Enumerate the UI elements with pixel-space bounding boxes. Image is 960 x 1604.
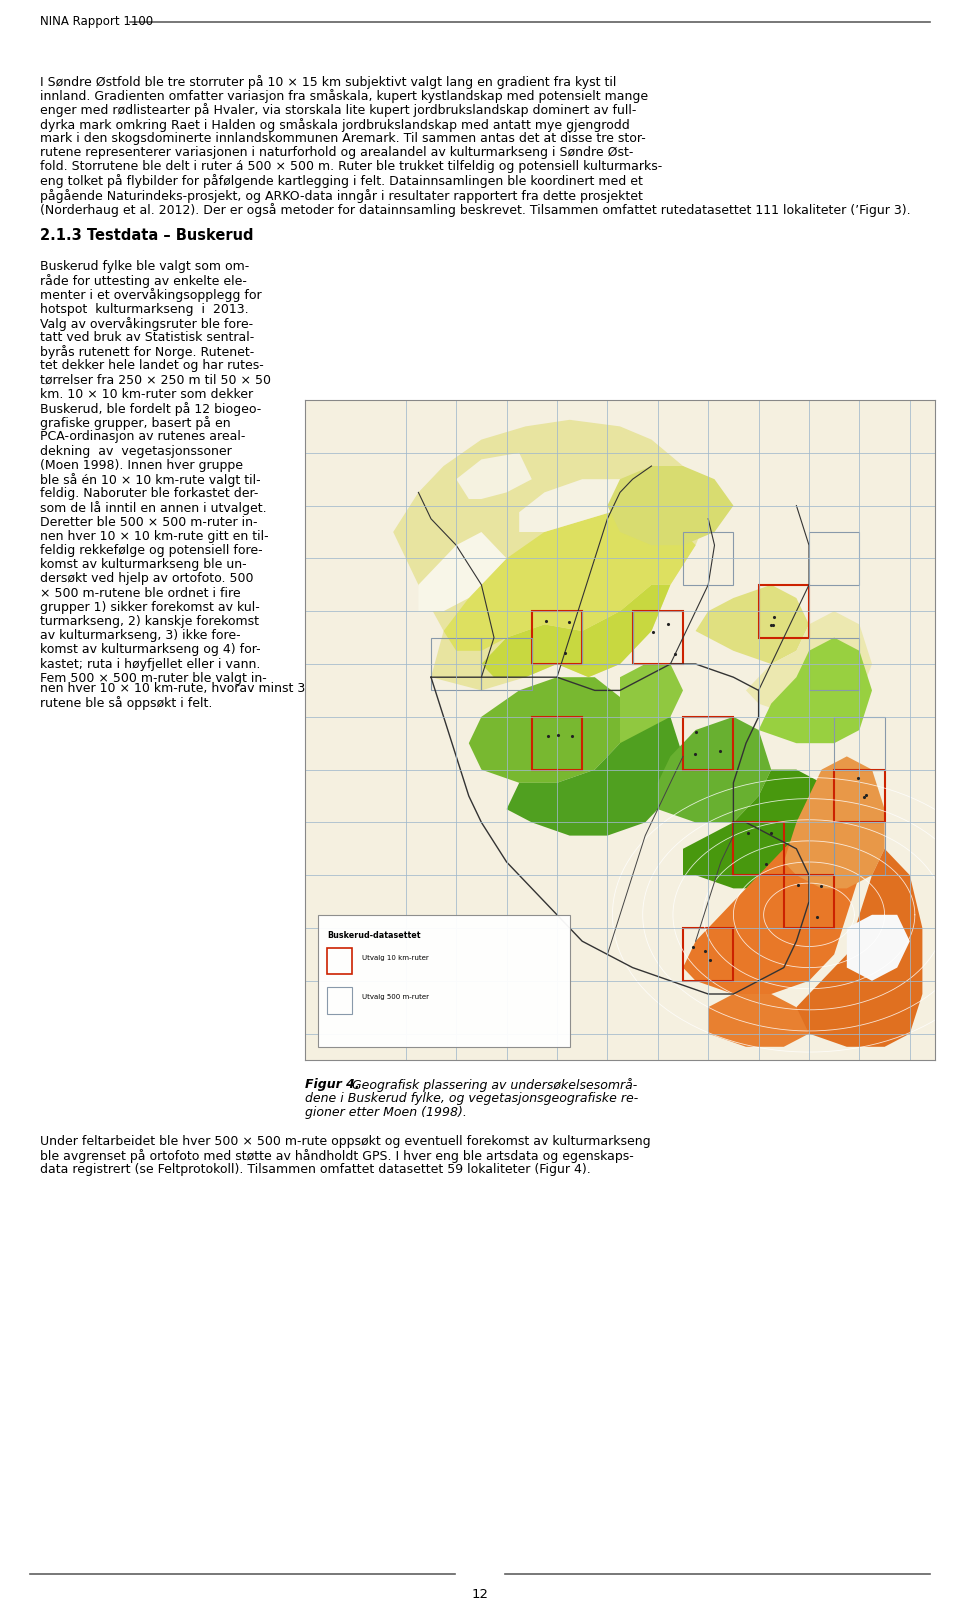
Polygon shape (519, 480, 652, 533)
Bar (683, 717, 733, 770)
Bar (834, 823, 884, 876)
Text: komst av kulturmarkseng og 4) for-: komst av kulturmarkseng og 4) for- (40, 643, 260, 656)
Polygon shape (847, 914, 910, 980)
Bar (481, 638, 532, 690)
Text: menter i et overvåkingsopplegg for: menter i et overvåkingsopplegg for (40, 289, 262, 303)
Polygon shape (797, 849, 923, 1047)
Text: dene i Buskerud fylke, og vegetasjonsgeografiske re-: dene i Buskerud fylke, og vegetasjonsgeo… (305, 1092, 638, 1105)
Polygon shape (758, 638, 872, 743)
Bar (758, 929, 809, 980)
Text: Fem 500 × 500 m-ruter ble valgt in-: Fem 500 × 500 m-ruter ble valgt in- (40, 672, 267, 685)
Text: (Norderhaug et al. 2012). Der er også metoder for datainnsamling beskrevet. Tils: (Norderhaug et al. 2012). Der er også me… (40, 202, 911, 217)
Text: ble så én 10 × 10 km-rute valgt til-: ble så én 10 × 10 km-rute valgt til- (40, 473, 260, 488)
Text: fold. Storrutene ble delt i ruter á 500 × 500 m. Ruter ble trukket tilfeldig og : fold. Storrutene ble delt i ruter á 500 … (40, 160, 662, 173)
Text: turmarkseng, 2) kanskje forekomst: turmarkseng, 2) kanskje forekomst (40, 614, 259, 629)
Polygon shape (456, 452, 532, 499)
Bar (683, 929, 733, 980)
Text: Utvalg 500 m-ruter: Utvalg 500 m-ruter (362, 994, 429, 1001)
Polygon shape (608, 467, 733, 545)
Text: mark i den skogsdominerte innlandskommunen Aremark. Til sammen antas det at diss: mark i den skogsdominerte innlandskommun… (40, 132, 646, 144)
Text: tørrelser fra 250 × 250 m til 50 × 50: tørrelser fra 250 × 250 m til 50 × 50 (40, 374, 271, 387)
Text: Buskerud-datasettet: Buskerud-datasettet (327, 932, 420, 940)
Bar (318, 914, 569, 1047)
Bar (532, 717, 582, 770)
Text: komst av kulturmarkseng ble un-: komst av kulturmarkseng ble un- (40, 558, 247, 571)
Text: dekning  av  vegetasjonssoner: dekning av vegetasjonssoner (40, 444, 231, 457)
Text: eng tolket på flybilder for påfølgende kartlegging i felt. Datainnsamlingen ble : eng tolket på flybilder for påfølgende k… (40, 175, 643, 188)
Text: gioner etter Moen (1998).: gioner etter Moen (1998). (305, 1107, 467, 1120)
Bar (582, 611, 633, 664)
Bar (809, 638, 859, 690)
Text: × 500 m-rutene ble ordnet i fire: × 500 m-rutene ble ordnet i fire (40, 587, 241, 600)
Polygon shape (746, 611, 872, 717)
Bar (834, 717, 884, 770)
Text: råde for uttesting av enkelte ele-: råde for uttesting av enkelte ele- (40, 274, 247, 289)
Text: feldig rekkefølge og potensiell fore-: feldig rekkefølge og potensiell fore- (40, 544, 263, 557)
Text: Valg av overvåkingsruter ble fore-: Valg av overvåkingsruter ble fore- (40, 318, 253, 330)
Bar (633, 611, 683, 664)
Text: enger med rødlistearter på Hvaler, via storskala lite kupert jordbrukslandskap d: enger med rødlistearter på Hvaler, via s… (40, 103, 636, 117)
Polygon shape (696, 585, 809, 664)
Text: Deretter ble 500 × 500 m-ruter in-: Deretter ble 500 × 500 m-ruter in- (40, 515, 257, 529)
Text: rutene representerer variasjonen i naturforhold og arealandel av kulturmarkseng : rutene representerer variasjonen i natur… (40, 146, 634, 159)
Text: rutene ble så oppsøkt i felt.: rutene ble så oppsøkt i felt. (40, 696, 212, 711)
Polygon shape (683, 823, 859, 994)
Text: dersøkt ved hjelp av ortofoto. 500: dersøkt ved hjelp av ortofoto. 500 (40, 573, 253, 585)
Text: av kulturmarkseng, 3) ikke fore-: av kulturmarkseng, 3) ikke fore- (40, 629, 241, 642)
Polygon shape (658, 717, 771, 823)
Text: kastet; ruta i høyfjellet eller i vann.: kastet; ruta i høyfjellet eller i vann. (40, 658, 260, 670)
Polygon shape (419, 533, 507, 611)
Text: data registrert (se Feltprotokoll). Tilsammen omfattet datasettet 59 lokaliteter: data registrert (se Feltprotokoll). Tils… (40, 1163, 590, 1176)
Text: tatt ved bruk av Statistisk sentral-: tatt ved bruk av Statistisk sentral- (40, 330, 254, 343)
Text: Under feltarbeidet ble hver 500 × 500 m-rute oppsøkt og eventuell forekomst av k: Under feltarbeidet ble hver 500 × 500 m-… (40, 1136, 651, 1148)
Text: 12: 12 (471, 1588, 489, 1601)
Polygon shape (481, 585, 670, 677)
Text: innland. Gradienten omfatter variasjon fra småskala, kupert kystlandskap med pot: innland. Gradienten omfatter variasjon f… (40, 90, 648, 103)
Text: km. 10 × 10 km-ruter som dekker: km. 10 × 10 km-ruter som dekker (40, 388, 253, 401)
Bar (532, 611, 582, 664)
Bar (733, 823, 783, 876)
Text: PCA-ordinasjon av rutenes areal-: PCA-ordinasjon av rutenes areal- (40, 430, 246, 443)
Bar (327, 988, 352, 1014)
Text: 2.1.3 Testdata – Buskerud: 2.1.3 Testdata – Buskerud (40, 228, 253, 242)
Text: nen hver 10 × 10 km-rute gitt en til-: nen hver 10 × 10 km-rute gitt en til- (40, 529, 269, 542)
Text: byrås rutenett for Norge. Rutenet-: byrås rutenett for Norge. Rutenet- (40, 345, 254, 359)
Text: Buskerud fylke ble valgt som om-: Buskerud fylke ble valgt som om- (40, 260, 250, 273)
Text: dyrka mark omkring Raet i Halden og småskala jordbrukslandskap med antatt mye gj: dyrka mark omkring Raet i Halden og smås… (40, 117, 630, 132)
Polygon shape (708, 994, 809, 1047)
Text: pågående Naturindeks-prosjekt, og ARKO-data inngår i resultater rapportert fra d: pågående Naturindeks-prosjekt, og ARKO-d… (40, 189, 643, 202)
Text: (Moen 1998). Innen hver gruppe: (Moen 1998). Innen hver gruppe (40, 459, 243, 472)
Polygon shape (783, 757, 884, 889)
Text: Geografisk plassering av undersøkelsesområ-: Geografisk plassering av undersøkelsesom… (348, 1078, 637, 1092)
Text: grafiske grupper, basert på en: grafiske grupper, basert på en (40, 415, 230, 430)
Bar (758, 585, 809, 638)
Text: feldig. Naboruter ble forkastet der-: feldig. Naboruter ble forkastet der- (40, 488, 258, 500)
Polygon shape (468, 677, 620, 783)
Bar (783, 876, 834, 929)
Text: Buskerud, ble fordelt på 12 biogeo-: Buskerud, ble fordelt på 12 biogeo- (40, 403, 261, 415)
Text: ble avgrenset på ortofoto med støtte av håndholdt GPS. I hver eng ble artsdata o: ble avgrenset på ortofoto med støtte av … (40, 1148, 634, 1163)
Polygon shape (620, 664, 683, 743)
Bar (809, 533, 859, 585)
Polygon shape (444, 505, 696, 651)
Polygon shape (683, 770, 834, 889)
Polygon shape (394, 420, 714, 690)
Bar (327, 948, 352, 974)
Text: NINA Rapport 1100: NINA Rapport 1100 (40, 14, 154, 27)
Text: som de lå inntil en annen i utvalget.: som de lå inntil en annen i utvalget. (40, 502, 267, 515)
Text: tet dekker hele landet og har rutes-: tet dekker hele landet og har rutes- (40, 359, 264, 372)
Text: grupper 1) sikker forekomst av kul-: grupper 1) sikker forekomst av kul- (40, 602, 260, 614)
Text: Figur 4.: Figur 4. (305, 1078, 360, 1091)
Text: hotspot  kulturmarkseng  i  2013.: hotspot kulturmarkseng i 2013. (40, 303, 249, 316)
Bar (431, 638, 481, 690)
Text: nen hver 10 × 10 km-rute, hvorav minst 3 skulle ha sikker forekomst av kulturmar: nen hver 10 × 10 km-rute, hvorav minst 3… (40, 682, 648, 695)
Polygon shape (507, 690, 683, 836)
Bar (834, 770, 884, 823)
Bar (683, 533, 733, 585)
Text: Utvalg 10 km-ruter: Utvalg 10 km-ruter (362, 954, 428, 961)
Text: I Søndre Østfold ble tre storruter på 10 × 15 km subjektivt valgt lang en gradie: I Søndre Østfold ble tre storruter på 10… (40, 75, 616, 88)
